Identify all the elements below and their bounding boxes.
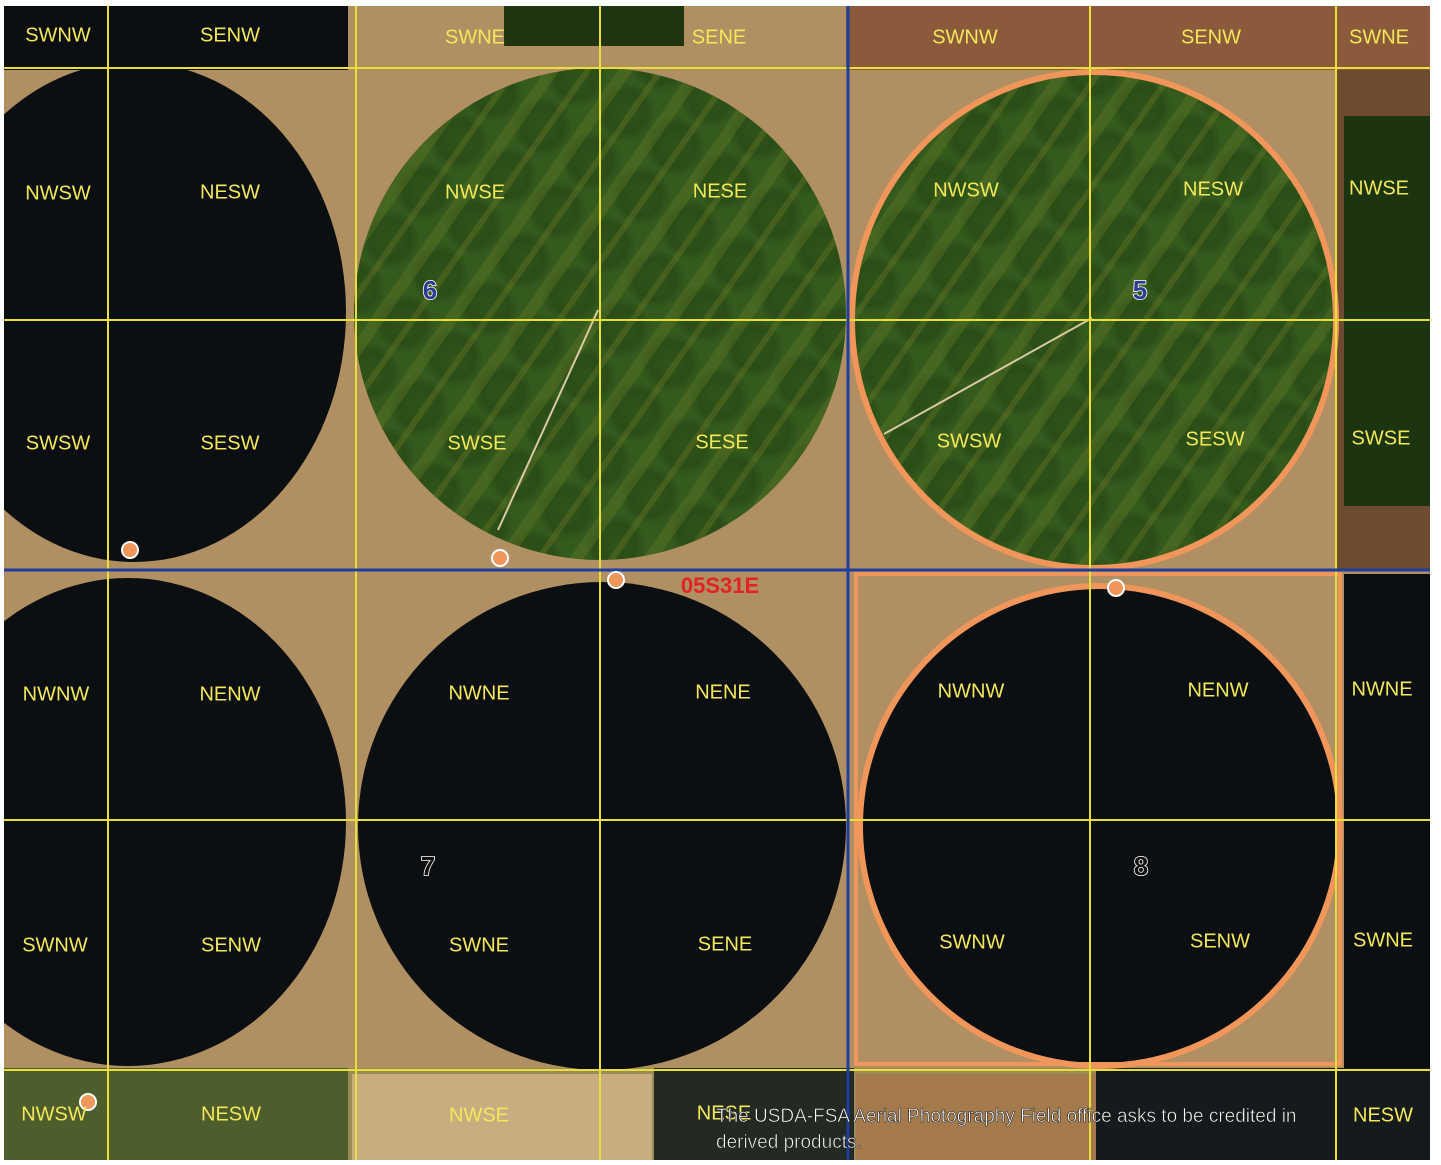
qq-label: NWNE bbox=[1351, 678, 1412, 700]
highlight-circle-section-8 bbox=[857, 583, 1343, 1069]
marker-1 bbox=[121, 541, 139, 559]
pivot-circle-section-8 bbox=[860, 586, 1340, 1066]
qq-label: SWSE bbox=[448, 432, 507, 454]
qq-label: SENW bbox=[200, 24, 260, 46]
qq-label: NENE bbox=[695, 681, 751, 703]
bottom-field-right bbox=[856, 1074, 1096, 1160]
qq-label: SWNE bbox=[1349, 26, 1409, 48]
qq-label: NESW bbox=[201, 1103, 261, 1125]
qq-label: NWNE bbox=[448, 682, 509, 704]
credit-text-line-1: The USDA-FSA Aerial Photography Field of… bbox=[716, 1106, 1297, 1127]
qq-label: SENE bbox=[692, 26, 746, 48]
qq-label: NWSW bbox=[21, 1103, 87, 1125]
bottom-field-left bbox=[4, 1068, 348, 1160]
qq-label: SWNE bbox=[445, 26, 505, 48]
qq-label: NENW bbox=[1187, 679, 1248, 701]
pivot-arm-6 bbox=[497, 309, 599, 531]
qq-label: SWNW bbox=[932, 26, 998, 48]
plss-grid bbox=[4, 6, 1430, 1160]
qq-label: NWSE bbox=[449, 1104, 509, 1126]
qq-label: SWSW bbox=[26, 432, 91, 454]
qq-labels: SWNW SENW SWNE SENE SWNW SENW SWNE NWSW … bbox=[21, 24, 1413, 1126]
qq-label: NWNW bbox=[938, 680, 1005, 702]
qq-label: SENW bbox=[1190, 930, 1250, 952]
qq-label: NWSE bbox=[1349, 177, 1409, 199]
qq-label: NWSW bbox=[25, 182, 91, 204]
section-lines bbox=[4, 6, 1430, 1160]
marker-2 bbox=[491, 549, 509, 567]
bottom-field-far bbox=[1096, 1068, 1430, 1160]
qq-label: NWSE bbox=[445, 181, 505, 203]
pivot-circle-left-bottom bbox=[4, 578, 346, 1066]
qq-label: NESE bbox=[693, 180, 747, 202]
qq-label: NESW bbox=[1353, 1104, 1413, 1126]
pivot-circle-section-7 bbox=[358, 582, 846, 1070]
section-number-8: 8 bbox=[1134, 851, 1148, 881]
dark-field-top-mid bbox=[504, 6, 684, 46]
qq-label: SWSE bbox=[1352, 427, 1411, 449]
qq-label: NESW bbox=[200, 181, 260, 203]
qq-label: SWNW bbox=[939, 931, 1005, 953]
qq-label: SWSW bbox=[937, 430, 1002, 452]
qq-label: SENW bbox=[201, 934, 261, 956]
qq-label: SESW bbox=[201, 432, 260, 454]
marker-3 bbox=[607, 571, 625, 589]
qq-label: NENW bbox=[199, 683, 260, 705]
qq-label: SWNE bbox=[1353, 929, 1413, 951]
qq-label: SESW bbox=[1186, 428, 1245, 450]
aerial-map[interactable]: SWNW SENW SWNE SENE SWNW SENW SWNE NWSW … bbox=[4, 6, 1430, 1160]
qq-label: SWNE bbox=[449, 934, 509, 956]
bottom-field-dark bbox=[654, 1068, 854, 1160]
scrub-strip-top bbox=[846, 6, 1430, 70]
section-number-5: 5 bbox=[1133, 275, 1147, 305]
dark-field-right-top bbox=[1344, 116, 1430, 506]
section-number-7: 7 bbox=[421, 851, 435, 881]
section-number-6: 6 bbox=[423, 275, 437, 305]
bottom-field-mid bbox=[352, 1074, 652, 1160]
credit-text-line-2: derived products. bbox=[716, 1132, 862, 1153]
qq-label: SWNW bbox=[25, 24, 91, 46]
qq-label: SESE bbox=[695, 431, 748, 453]
pivot-circle-left-top bbox=[4, 62, 346, 562]
marker-4 bbox=[1107, 579, 1125, 597]
qq-label: NWNW bbox=[23, 683, 90, 705]
dark-field-top-left bbox=[4, 6, 348, 70]
qq-label: NESW bbox=[1183, 178, 1243, 200]
point-markers bbox=[79, 541, 1125, 1111]
qq-label: SENE bbox=[698, 933, 752, 955]
township-range-label: 05S31E bbox=[681, 573, 759, 598]
qq-label: NESE bbox=[697, 1102, 751, 1124]
map-canvas: SWNW SENW SWNE SENE SWNW SENW SWNE NWSW … bbox=[4, 6, 1430, 1160]
pivot-arm-5 bbox=[883, 317, 1093, 435]
qq-label: NWSW bbox=[933, 179, 999, 201]
qq-label: SWNW bbox=[22, 934, 88, 956]
marker-5 bbox=[79, 1093, 97, 1111]
qq-label: SENW bbox=[1181, 26, 1241, 48]
